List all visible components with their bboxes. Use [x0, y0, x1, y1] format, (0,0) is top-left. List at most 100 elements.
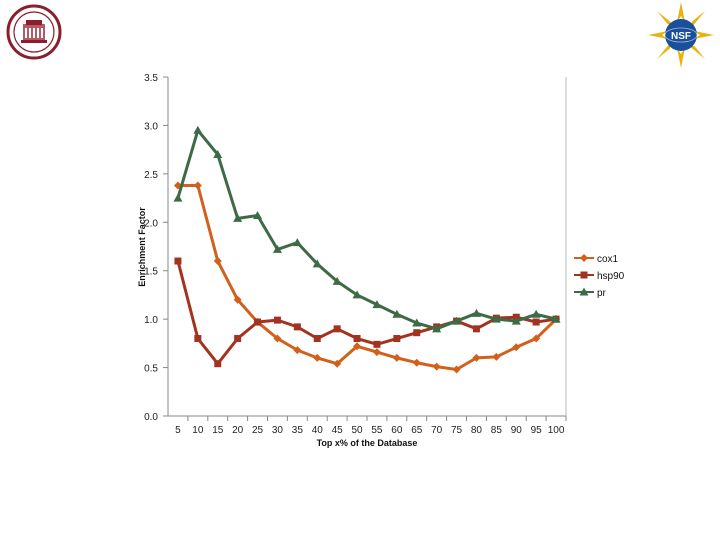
- data-point-pr: [452, 316, 462, 325]
- data-point-pr: [332, 276, 342, 285]
- x-tick-label: 30: [272, 425, 284, 436]
- data-point-cox1: [512, 343, 521, 352]
- data-point-pr: [432, 324, 442, 333]
- data-point-pr: [292, 238, 302, 247]
- data-point-hsp90: [273, 316, 281, 324]
- data-point-hsp90: [413, 329, 421, 337]
- data-point-pr: [352, 290, 362, 299]
- data-point-pr: [412, 318, 422, 327]
- data-point-hsp90: [293, 323, 301, 331]
- data-point-cox1: [333, 359, 342, 368]
- legend-label: pr: [597, 288, 607, 299]
- data-point-cox1: [372, 348, 381, 357]
- data-point-cox1: [313, 353, 322, 362]
- data-point-pr: [233, 213, 243, 222]
- data-point-pr: [272, 244, 282, 253]
- legend-label: cox1: [597, 254, 619, 265]
- series-pr: [173, 125, 561, 333]
- legend-item-cox1: cox1: [574, 254, 619, 265]
- x-tick-label: 80: [471, 425, 483, 436]
- x-tick-label: 100: [548, 425, 565, 436]
- y-axis-label: Enrichment Factor: [137, 207, 147, 287]
- data-point-cox1: [193, 181, 202, 190]
- y-tick-label: 2.5: [144, 170, 158, 181]
- nsf-logo-text: NSF: [671, 31, 691, 42]
- data-point-pr: [312, 259, 322, 268]
- x-tick-label: 65: [411, 425, 423, 436]
- x-axis-label: Top x% of the Database: [317, 438, 418, 448]
- x-tick-label: 40: [312, 425, 324, 436]
- legend-marker: [580, 271, 588, 279]
- legend-marker: [579, 287, 589, 296]
- legend-item-pr: pr: [574, 287, 607, 299]
- x-tick-label: 95: [531, 425, 543, 436]
- y-tick-label: 0.0: [144, 412, 158, 423]
- x-tick-label: 60: [391, 425, 403, 436]
- data-point-pr: [213, 149, 223, 158]
- data-point-pr: [193, 125, 203, 134]
- data-point-hsp90: [174, 257, 182, 265]
- x-tick-label: 55: [371, 425, 383, 436]
- x-tick-label: 90: [511, 425, 523, 436]
- data-point-cox1: [452, 365, 461, 374]
- x-tick-label: 20: [232, 425, 244, 436]
- data-point-pr: [173, 193, 183, 202]
- data-point-pr: [253, 211, 263, 220]
- y-tick-label: 1.5: [144, 267, 158, 278]
- data-point-cox1: [492, 352, 501, 361]
- data-point-hsp90: [472, 325, 480, 333]
- x-tick-label: 85: [491, 425, 503, 436]
- data-point-pr: [491, 314, 501, 323]
- legend-label: hsp90: [597, 271, 625, 282]
- data-point-pr: [551, 314, 561, 323]
- x-tick-label: 15: [212, 425, 224, 436]
- data-point-cox1: [213, 257, 222, 266]
- legend-marker: [580, 254, 588, 262]
- data-point-hsp90: [254, 318, 262, 326]
- data-point-cox1: [432, 362, 441, 371]
- x-tick-label: 10: [192, 425, 204, 436]
- x-tick-label: 75: [451, 425, 463, 436]
- x-tick-label: 45: [332, 425, 344, 436]
- data-point-cox1: [273, 334, 282, 343]
- plot-frame: [167, 77, 567, 417]
- data-point-pr: [531, 309, 541, 318]
- data-point-cox1: [532, 334, 541, 343]
- data-point-hsp90: [194, 335, 202, 343]
- data-point-hsp90: [373, 340, 381, 348]
- data-point-cox1: [353, 342, 362, 351]
- data-point-cox1: [392, 353, 401, 362]
- series-line-pr: [176, 128, 557, 331]
- data-point-hsp90: [234, 335, 242, 343]
- data-point-hsp90: [393, 335, 401, 343]
- data-point-cox1: [412, 358, 421, 367]
- data-point-hsp90: [532, 318, 540, 326]
- legend-item-hsp90: hsp90: [574, 271, 625, 282]
- y-tick-label: 0.5: [144, 364, 158, 375]
- data-point-hsp90: [333, 325, 341, 333]
- data-point-pr: [372, 300, 382, 309]
- x-tick-label: 5: [175, 425, 181, 436]
- data-point-cox1: [293, 346, 302, 355]
- data-point-cox1: [472, 353, 481, 362]
- legend: cox1 hsp90 pr: [574, 254, 625, 299]
- data-point-hsp90: [214, 360, 222, 368]
- data-point-hsp90: [353, 335, 361, 343]
- x-tick-label: 70: [431, 425, 443, 436]
- x-tick-label: 35: [292, 425, 304, 436]
- university-seal-icon: [6, 4, 62, 60]
- y-tick-label: 2.0: [144, 218, 158, 229]
- data-point-cox1: [233, 295, 242, 304]
- data-point-hsp90: [313, 335, 321, 343]
- x-tick-label: 25: [252, 425, 264, 436]
- nsf-logo-icon: NSF: [648, 2, 714, 68]
- y-tick-label: 3.5: [144, 73, 158, 84]
- y-tick-label: 1.0: [144, 315, 158, 326]
- data-point-pr: [392, 309, 402, 318]
- data-point-pr: [511, 316, 521, 325]
- x-tick-label: 50: [351, 425, 363, 436]
- data-point-pr: [471, 308, 481, 317]
- series-hsp90: [174, 257, 560, 368]
- y-tick-label: 3.0: [144, 121, 158, 132]
